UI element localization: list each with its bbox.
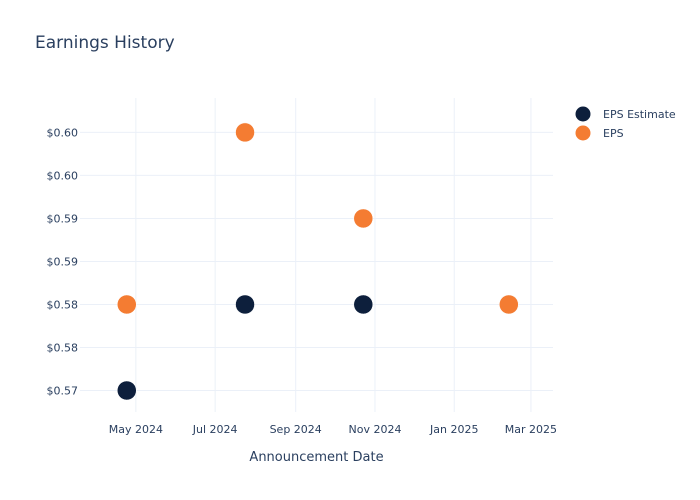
legend-label: EPS Estimate — [603, 108, 676, 121]
x-tick-label: Sep 2024 — [270, 423, 322, 436]
y-tick-label: $0.60 — [47, 126, 79, 139]
y-tick-label: $0.60 — [47, 169, 79, 182]
y-tick-label: $0.58 — [47, 298, 79, 311]
legend-label: EPS — [603, 127, 624, 140]
eps-point — [499, 294, 519, 315]
legend-marker — [575, 125, 591, 141]
y-tick-label: $0.59 — [47, 255, 79, 268]
y-tick-label: $0.58 — [47, 341, 79, 354]
x-tick-label: May 2024 — [109, 423, 163, 436]
x-tick-label: Jan 2025 — [429, 423, 478, 436]
x-axis-title: Announcement Date — [249, 450, 383, 465]
eps-point — [117, 294, 137, 315]
chart-title: Earnings History — [35, 33, 175, 53]
x-tick-label: Nov 2024 — [348, 423, 401, 436]
x-tick-label: Mar 2025 — [505, 423, 557, 436]
eps-estimate-point — [117, 380, 137, 401]
eps-estimate-point — [235, 294, 255, 315]
y-tick-label: $0.59 — [47, 212, 79, 225]
x-tick-label: Jul 2024 — [192, 423, 238, 436]
eps-estimate-point — [353, 294, 374, 315]
eps-point — [235, 122, 255, 143]
eps-point — [353, 208, 374, 229]
y-tick-label: $0.57 — [47, 384, 79, 397]
legend-marker — [575, 106, 591, 122]
